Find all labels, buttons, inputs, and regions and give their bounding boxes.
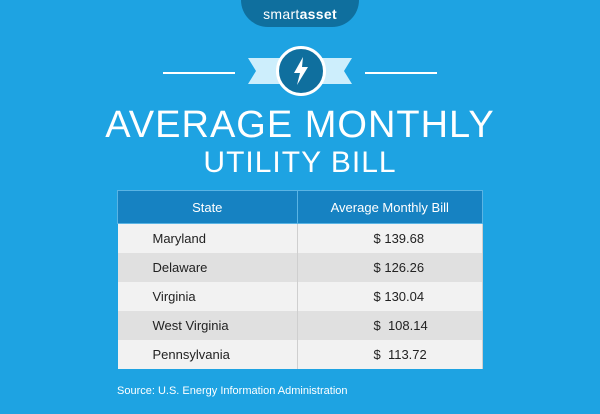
emblem-right-line (365, 72, 437, 74)
emblem-badge (276, 46, 326, 96)
bill-cell: $ 113.72 (297, 340, 483, 369)
brand-name-part2: asset (299, 5, 337, 22)
table-header-row: State Average Monthly Bill (117, 190, 483, 224)
table-row: Virginia $ 130.04 (117, 282, 483, 311)
bill-cell: $ 139.68 (297, 223, 483, 253)
table-row: West Virginia $ 108.14 (117, 311, 483, 340)
bill-cell: $ 130.04 (297, 282, 483, 311)
brand-name-part1: smart (263, 5, 300, 22)
lightning-bolt-icon (294, 57, 308, 85)
state-cell: West Virginia (117, 311, 298, 340)
state-cell: Maryland (117, 223, 298, 253)
table-row: Pennsylvania $ 113.72 (117, 340, 483, 369)
title-line-1: AVERAGE MONTHLY (105, 104, 495, 146)
utility-bill-table: State Average Monthly Bill Maryland $ 13… (117, 190, 483, 369)
column-header-state: State (117, 190, 298, 224)
brand-logo: smart asset (241, 0, 359, 27)
state-cell: Pennsylvania (117, 340, 298, 369)
title-line-2: UTILITY BILL (203, 146, 397, 179)
table-row: Maryland $ 139.68 (117, 223, 483, 253)
column-header-bill: Average Monthly Bill (296, 190, 483, 224)
bill-cell: $ 108.14 (297, 311, 483, 340)
state-cell: Virginia (117, 282, 298, 311)
source-note: Source: U.S. Energy Information Administ… (117, 385, 348, 397)
bill-cell: $ 126.26 (297, 253, 483, 282)
emblem-left-line (163, 72, 235, 74)
state-cell: Delaware (117, 253, 298, 282)
table-row: Delaware $ 126.26 (117, 253, 483, 282)
